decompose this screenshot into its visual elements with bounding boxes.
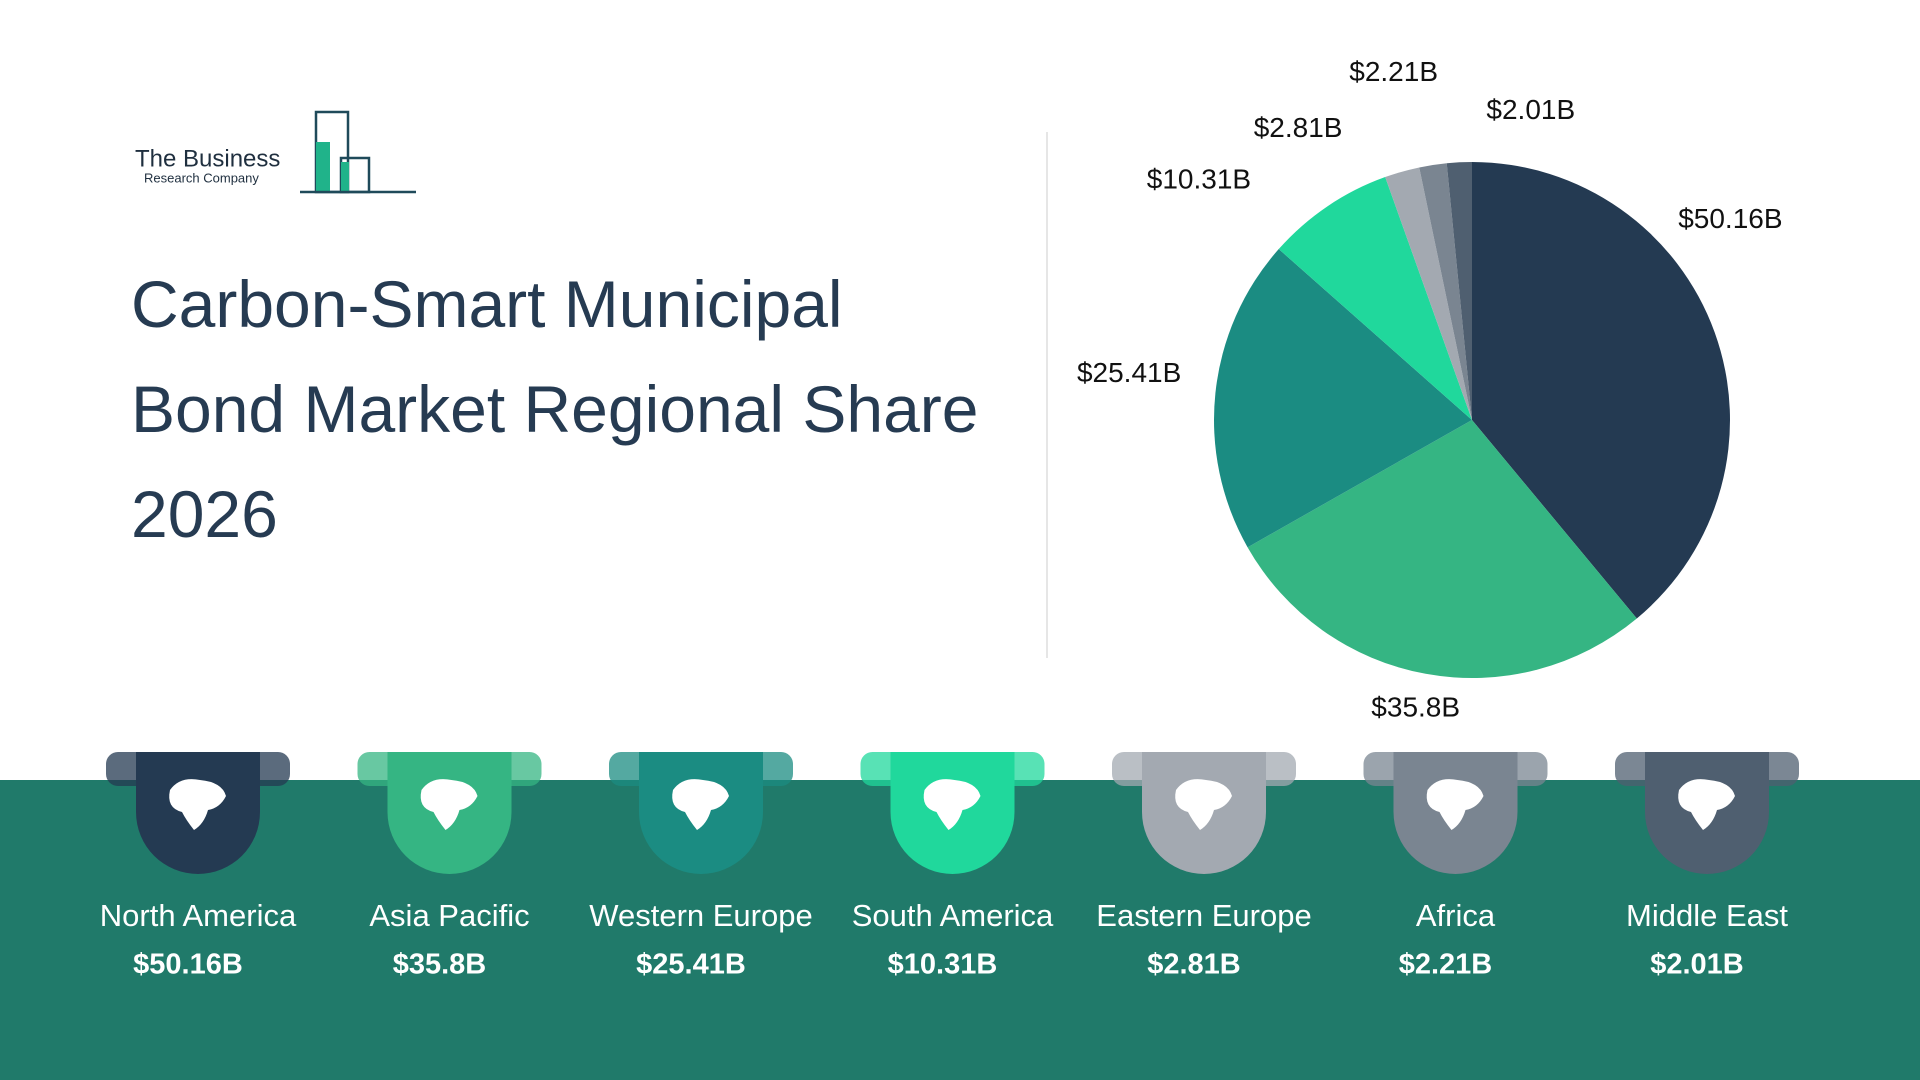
value-label: $10.31B	[888, 949, 998, 981]
category-label: Asia Pacific	[369, 898, 529, 933]
pie-label: $50.16B	[1678, 203, 1782, 234]
pie-slice	[1278, 177, 1472, 420]
pie-slice	[1247, 420, 1637, 678]
value-label: $2.21B	[1399, 949, 1493, 981]
logo-text: The Business	[135, 145, 280, 172]
region-icon	[1426, 779, 1484, 830]
category-label: Africa	[1416, 898, 1496, 933]
value-label: $25.41B	[636, 949, 746, 981]
category-label: North America	[100, 898, 297, 933]
chart-title: Carbon-Smart Municipal Bond Market Regio…	[131, 267, 979, 551]
region-icon	[923, 779, 981, 830]
pie-slice	[1472, 162, 1730, 619]
region-icon	[1678, 779, 1735, 830]
pie-slice	[1213, 249, 1472, 548]
region-icon	[672, 779, 729, 830]
pie-label: $2.01B	[1486, 94, 1575, 125]
value-label: $2.81B	[1147, 949, 1241, 981]
pie-label: $2.21B	[1349, 56, 1438, 87]
category-label: South America	[852, 898, 1054, 933]
logo-bar	[316, 142, 330, 192]
logo: The Business Research Company	[135, 110, 416, 194]
logo-subtext: Research Company	[144, 170, 259, 185]
pie-label: $25.41B	[1077, 357, 1181, 388]
region-icon	[169, 779, 226, 830]
value-label: $2.01B	[1650, 949, 1744, 981]
category-label: Eastern Europe	[1096, 898, 1311, 933]
logo-bar	[341, 162, 349, 192]
pie-label: $35.8B	[1371, 691, 1460, 722]
value-label: $50.16B	[133, 949, 243, 981]
pie-slice	[1419, 163, 1472, 420]
region-icon	[420, 779, 478, 830]
pie-slice	[1385, 167, 1472, 420]
pie-label: $10.31B	[1147, 164, 1251, 195]
value-label: $35.8B	[393, 949, 487, 981]
category-label: Middle East	[1626, 898, 1788, 933]
category-label: Western Europe	[589, 898, 812, 933]
pie-label: $2.81B	[1254, 112, 1343, 143]
region-icon	[1175, 779, 1232, 830]
pie-slice	[1446, 162, 1472, 420]
